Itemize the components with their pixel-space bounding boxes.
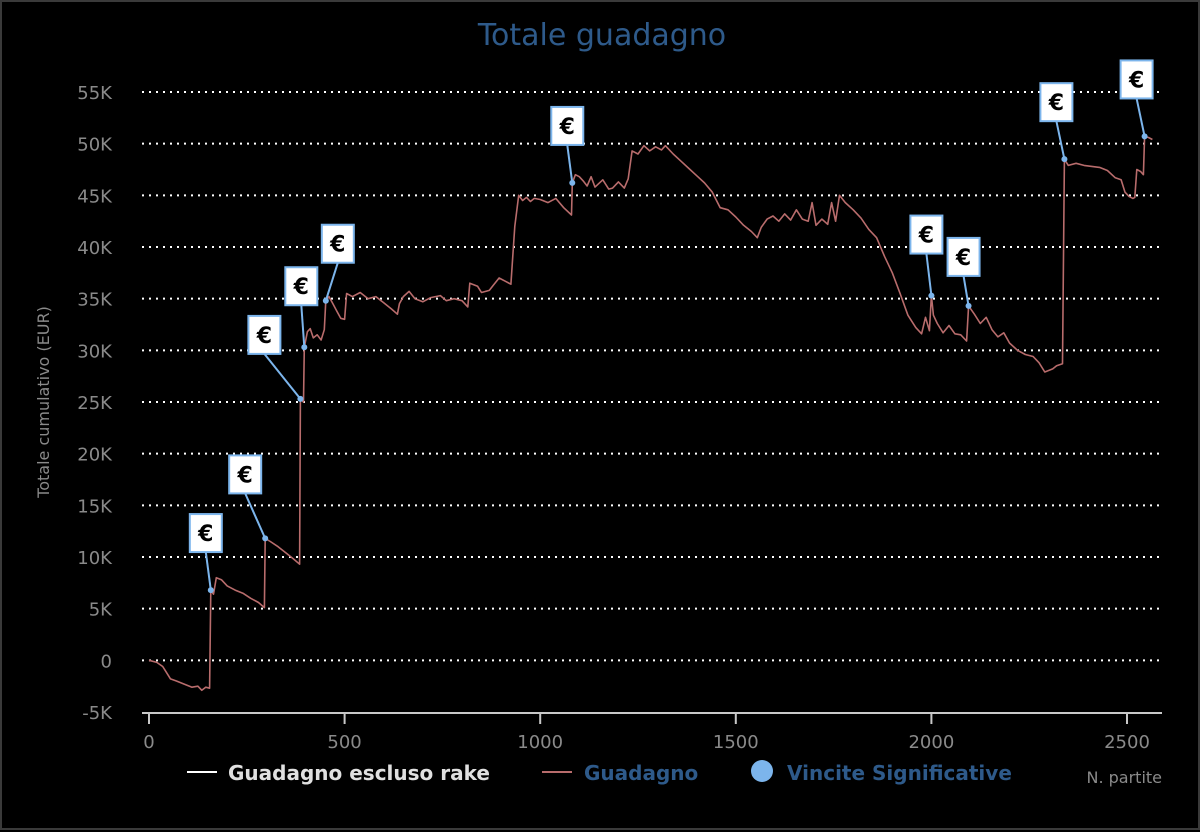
significant-win-flag: €: [946, 236, 981, 309]
flag-euro-icon: €: [329, 233, 345, 258]
flag-euro-icon: €: [1048, 91, 1064, 116]
flag-box: [228, 454, 263, 495]
flag-point: [928, 292, 935, 299]
significant-win-flag: €: [909, 214, 944, 299]
flag-connector: [566, 144, 574, 184]
y-tick-label: 5K: [89, 600, 113, 621]
y-axis-title: Totale cumulativo (EUR): [34, 306, 53, 499]
flag-point: [301, 344, 308, 351]
flag-point: [1061, 156, 1068, 163]
significant-win-flag: €: [1119, 59, 1154, 140]
y-tick-label: 30K: [77, 341, 113, 362]
flag-point: [1141, 133, 1148, 140]
legend-label: Guadagno: [584, 761, 698, 785]
flag-connector: [1055, 120, 1066, 160]
flag-euro-icon: €: [1128, 68, 1144, 93]
flag-euro-icon: €: [559, 115, 575, 140]
y-tick-label: 45K: [77, 186, 113, 207]
flag-euro-icon: €: [918, 224, 934, 249]
legend-label: Guadagno escluso rake: [228, 761, 490, 785]
flag-connector: [300, 305, 306, 348]
y-tick-label: 15K: [77, 496, 113, 517]
y-tick-label: 40K: [77, 238, 113, 259]
flag-connector: [925, 253, 933, 296]
flag-euro-icon: €: [237, 463, 253, 488]
legend-circle-marker: [751, 760, 773, 782]
flag-point: [262, 535, 269, 542]
significant-win-flag: €: [188, 513, 223, 594]
x-tick-label: 1500: [713, 732, 759, 753]
flag-connector: [204, 551, 212, 591]
x-tick-label: 2000: [908, 732, 954, 753]
flag-box: [320, 223, 355, 264]
flag-box: [909, 214, 944, 255]
y-tick-label: 50K: [77, 135, 113, 156]
x-axis-title: N. partite: [1086, 768, 1162, 787]
significant-win-flags: € € € € € € € € € €: [188, 59, 1154, 594]
flag-box: [1119, 59, 1154, 100]
x-tick-label: 500: [327, 732, 361, 753]
flag-connector: [324, 262, 339, 302]
flag-euro-icon: €: [197, 522, 213, 547]
x-axis: 0 500 1000 1500 2000 2500: [142, 712, 1162, 753]
flag-connector: [263, 353, 302, 400]
significant-win-flag: €: [284, 266, 319, 351]
flag-box: [188, 513, 223, 554]
x-tick-label: 0: [143, 732, 154, 753]
flag-point: [297, 395, 304, 402]
y-tick-label: 35K: [77, 290, 113, 311]
flag-connector: [962, 275, 970, 307]
y-tick-label: -5K: [82, 703, 113, 724]
y-axis-ticks: -5K 0 5K 10K 15K 20K 25K 30K 35K 40K 45K 50K 55K: [77, 83, 113, 724]
y-tick-label: 20K: [77, 445, 113, 466]
legend: Guadagno escluso rake Guadagno Vincite Sig…: [187, 760, 1012, 785]
legend-item: Guadagno escluso rake: [187, 761, 490, 785]
x-tick-label: 2500: [1104, 732, 1150, 753]
series-line-guadagno: [148, 135, 1153, 692]
significant-win-flag: €: [550, 105, 585, 186]
flag-box: [247, 314, 282, 355]
flag-box: [946, 236, 981, 277]
y-tick-label: 0: [101, 651, 112, 672]
y-tick-label: 25K: [77, 393, 113, 414]
significant-win-flag: €: [228, 454, 269, 542]
legend-item: Guadagno: [542, 761, 698, 785]
y-tick-label: 10K: [77, 548, 113, 569]
flag-point: [207, 587, 214, 594]
flag-euro-icon: €: [955, 246, 971, 271]
significant-win-flag: €: [320, 223, 355, 304]
flag-connector: [244, 492, 267, 539]
significant-win-flag: €: [1039, 82, 1074, 163]
flag-connector: [1135, 98, 1146, 137]
chart-title: Totale guadagno: [477, 18, 726, 53]
flag-point: [322, 297, 329, 304]
grid-lines: [142, 91, 1162, 662]
flag-box: [1039, 82, 1074, 123]
series-lines: [148, 135, 1153, 692]
flag-point: [965, 302, 972, 309]
x-tick-label: 1000: [517, 732, 563, 753]
y-tick-label: 55K: [77, 83, 113, 104]
flag-euro-icon: €: [293, 275, 309, 300]
flag-box: [550, 105, 585, 146]
flag-point: [569, 179, 576, 186]
significant-win-flag: €: [247, 314, 304, 402]
legend-item: Vincite Significative: [751, 760, 1012, 785]
flag-box: [284, 266, 319, 307]
flag-euro-icon: €: [256, 324, 272, 349]
legend-label: Vincite Significative: [787, 761, 1012, 785]
